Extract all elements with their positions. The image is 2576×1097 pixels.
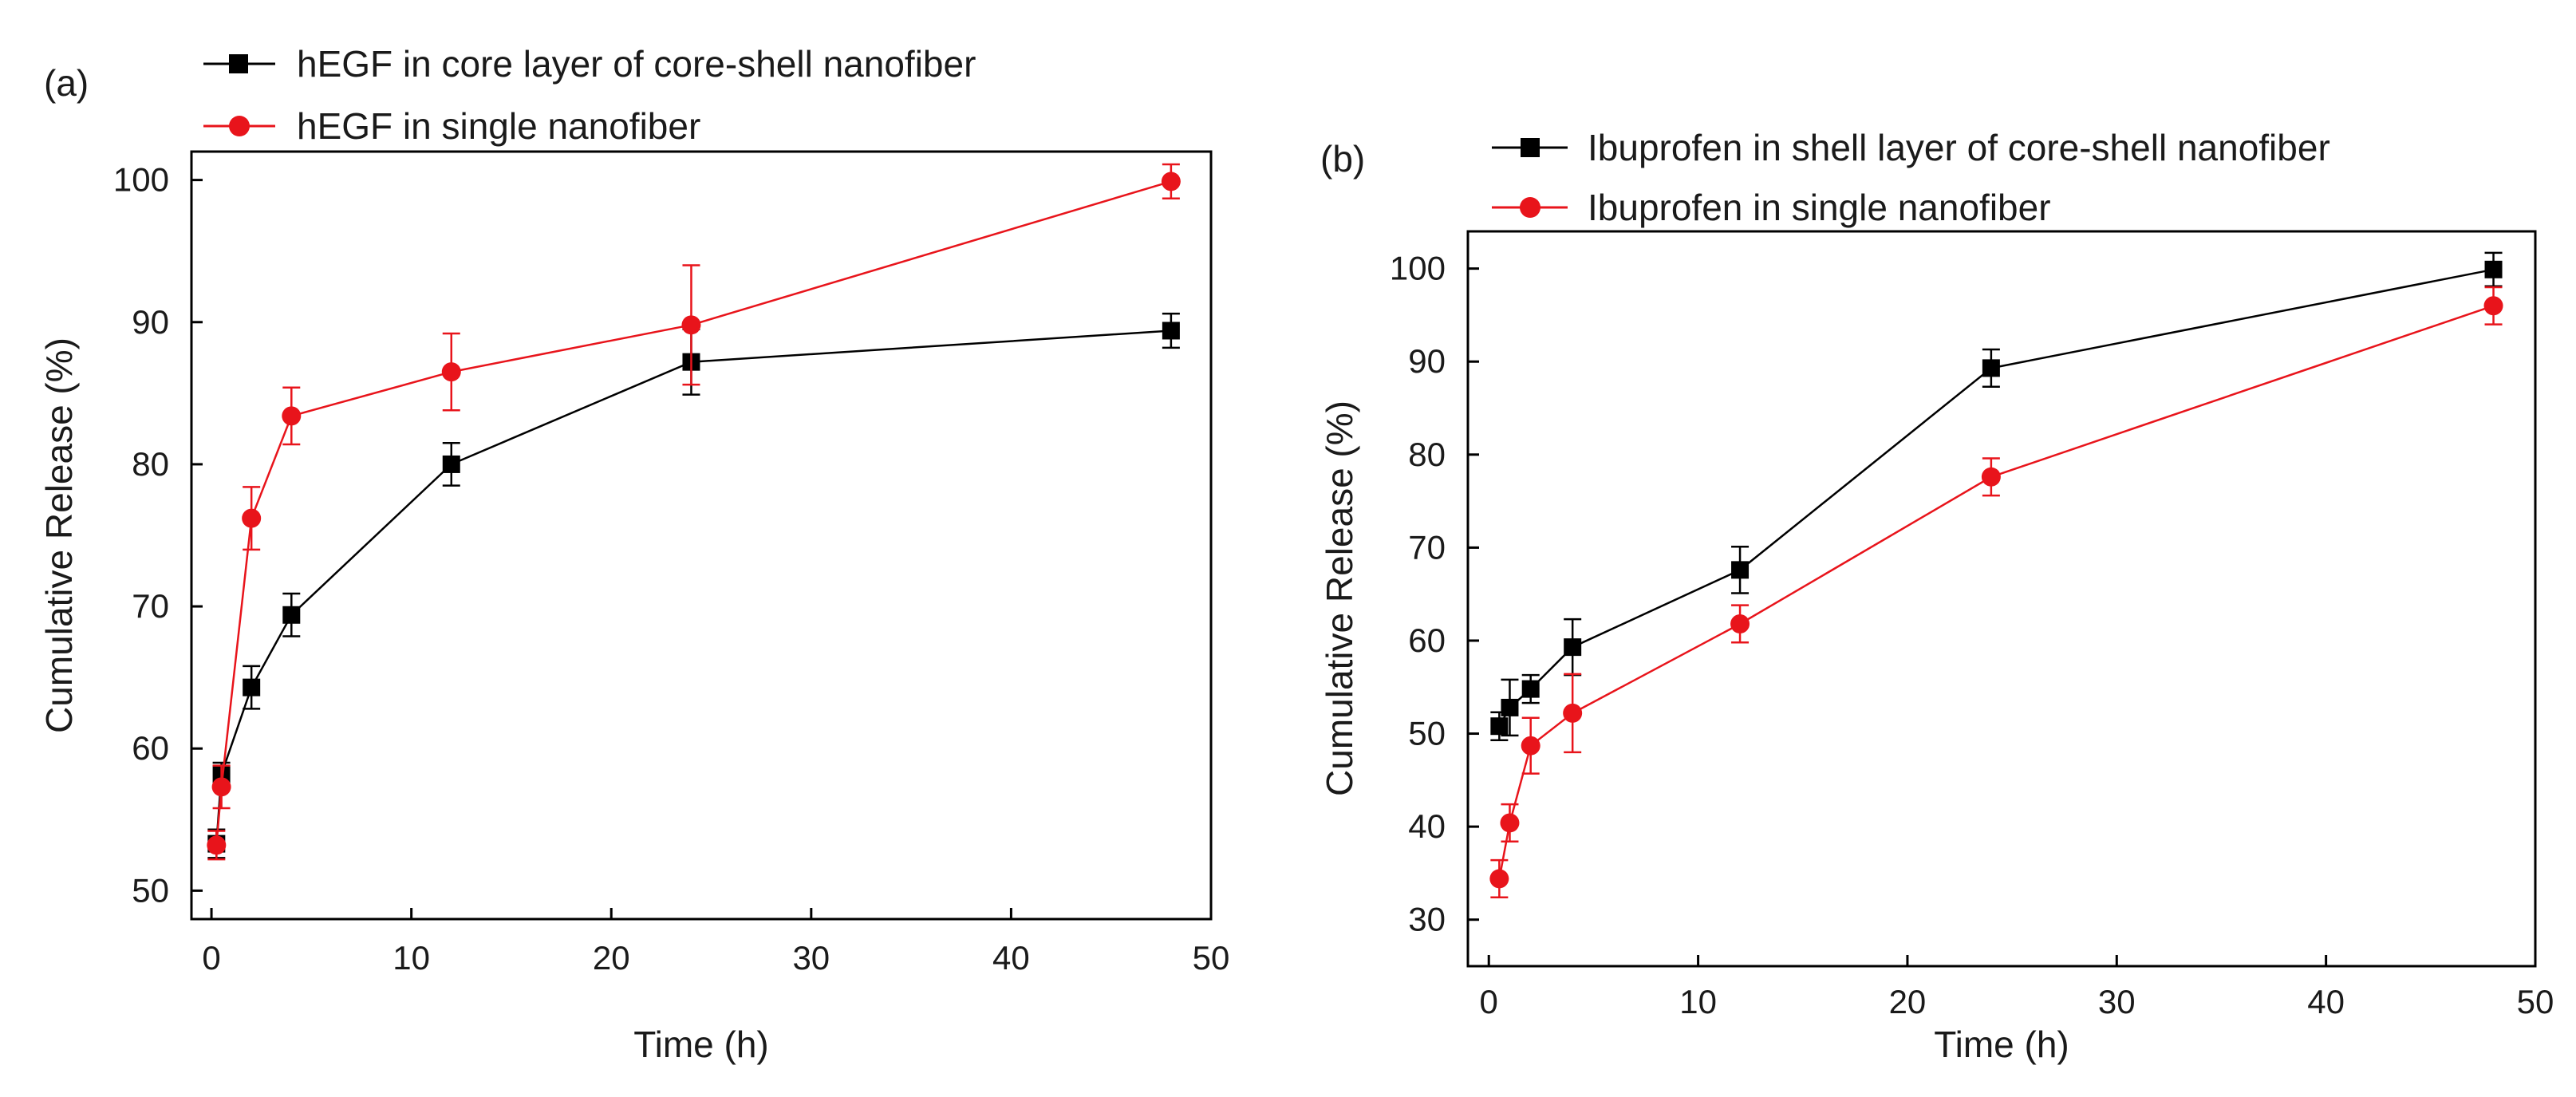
x-tick-label-b-1: 10 [1679, 983, 1717, 1020]
y-tick-label-a-3: 80 [132, 445, 169, 483]
legend-b-label-1: Ibuprofen in shell layer of core-shell n… [1588, 127, 2330, 168]
y-tick-label-a-4: 90 [132, 303, 169, 341]
data-point-b-0-3 [1564, 638, 1582, 657]
data-point-a-1-5 [681, 315, 701, 335]
data-point-b-1-1 [1500, 813, 1520, 833]
series-line-a-0 [215, 329, 1171, 844]
x-tick-label-b-2: 20 [1889, 983, 1927, 1020]
x-axis-title-a: Time (h) [633, 1024, 769, 1065]
legend-a-marker-2 [229, 116, 250, 136]
chart-panel-b: (b) Ibuprofen in shell layer of core-she… [1319, 127, 2554, 1065]
legend-b-item-1: Ibuprofen in shell layer of core-shell n… [1492, 127, 2330, 168]
y-tick-label-a-5: 100 [113, 161, 169, 199]
legend-b-label-2: Ibuprofen in single nanofiber [1588, 187, 2051, 228]
data-point-b-1-3 [1563, 703, 1583, 723]
x-axis-b: 0 10 20 30 40 50 [1480, 955, 2554, 1020]
y-tick-label-b-6: 90 [1408, 342, 1446, 380]
data-point-a-1-2 [242, 508, 262, 528]
data-point-a-0-3 [282, 606, 301, 624]
plot-frame-a [190, 150, 1213, 921]
data-point-b-0-6 [2484, 260, 2503, 278]
x-tick-label-a-0: 0 [202, 939, 220, 977]
legend-a-item-1: hEGF in core layer of core-shell nanofib… [203, 43, 976, 85]
legend-a-item-2: hEGF in single nanofiber [203, 105, 700, 147]
data-point-a-0-2 [243, 678, 261, 696]
data-point-b-1-5 [1981, 467, 2001, 487]
y-tick-label-a-2: 70 [132, 587, 169, 625]
data-point-b-0-1 [1501, 698, 1519, 716]
data-point-a-1-3 [282, 406, 302, 426]
legend-b: Ibuprofen in shell layer of core-shell n… [1492, 127, 2330, 228]
series-line-b-0 [1498, 268, 2494, 727]
series-line-b-1 [1498, 305, 2494, 879]
x-tick-label-b-4: 40 [2307, 983, 2345, 1020]
plot-area-a [207, 163, 1181, 861]
y-axis-title-b: Cumulative Release (%) [1319, 401, 1360, 796]
series-line-a-1 [215, 180, 1172, 846]
x-tick-label-b-0: 0 [1480, 983, 1498, 1020]
panel-label-b: (b) [1320, 138, 1365, 180]
x-tick-label-a-2: 20 [593, 939, 630, 977]
data-point-b-1-4 [1730, 614, 1750, 633]
series-b-1 [1489, 286, 2503, 898]
y-axis-b: 30 40 50 60 70 80 90 100 [1390, 250, 1479, 938]
y-tick-label-a-0: 50 [132, 871, 169, 909]
data-point-a-0-4 [442, 455, 460, 473]
y-tick-label-b-3: 60 [1408, 622, 1446, 659]
series-b-0 [1490, 251, 2503, 741]
data-point-a-1-6 [1161, 172, 1181, 191]
y-tick-label-b-1: 40 [1408, 807, 1446, 845]
data-point-b-1-2 [1521, 736, 1540, 756]
legend-a-label-1: hEGF in core layer of core-shell nanofib… [297, 43, 976, 85]
legend-a-marker-1 [229, 54, 248, 73]
series-a-1 [207, 163, 1181, 861]
x-tick-label-a-1: 10 [393, 939, 430, 977]
data-point-b-0-2 [1521, 680, 1540, 698]
data-point-b-1-6 [2483, 296, 2503, 316]
y-tick-label-b-5: 80 [1408, 436, 1446, 473]
plot-area-b [1489, 251, 2503, 898]
x-axis-a: 0 10 20 30 40 50 [202, 908, 1229, 977]
x-tick-label-b-5: 50 [2517, 983, 2554, 1020]
data-point-a-1-0 [207, 835, 227, 855]
data-point-b-1-0 [1489, 869, 1509, 889]
legend-b-marker-1 [1521, 138, 1540, 157]
y-tick-label-b-7: 100 [1390, 250, 1446, 287]
y-axis-title-a: Cumulative Release (%) [38, 337, 80, 733]
y-tick-label-b-0: 30 [1408, 901, 1446, 938]
x-tick-label-a-5: 50 [1193, 939, 1230, 977]
y-tick-label-b-4: 70 [1408, 528, 1446, 566]
panel-label-a: (a) [44, 62, 89, 104]
x-axis-title-b: Time (h) [1934, 1024, 2069, 1065]
chart-panel-a: (a) hEGF in core layer of core-shell nan… [38, 43, 1229, 1065]
legend-b-item-2: Ibuprofen in single nanofiber [1492, 187, 2051, 228]
data-point-a-1-4 [441, 362, 461, 382]
data-point-b-0-0 [1490, 717, 1509, 736]
y-tick-label-a-1: 60 [132, 729, 169, 767]
legend-b-marker-2 [1520, 197, 1540, 218]
series-a-0 [207, 312, 1180, 859]
data-point-b-0-5 [1982, 359, 2000, 377]
x-tick-label-b-3: 30 [2098, 983, 2136, 1020]
legend-a-label-2: hEGF in single nanofiber [297, 105, 700, 147]
x-tick-label-a-4: 40 [992, 939, 1030, 977]
x-tick-label-a-3: 30 [792, 939, 830, 977]
data-point-a-1-1 [211, 777, 231, 797]
y-tick-label-b-2: 50 [1408, 715, 1446, 752]
legend-a: hEGF in core layer of core-shell nanofib… [203, 43, 976, 147]
plot-frame-b [1466, 230, 2537, 968]
data-point-b-0-4 [1731, 561, 1750, 579]
y-axis-a: 50 60 70 80 90 100 [113, 161, 203, 909]
data-point-a-0-6 [1162, 322, 1180, 340]
